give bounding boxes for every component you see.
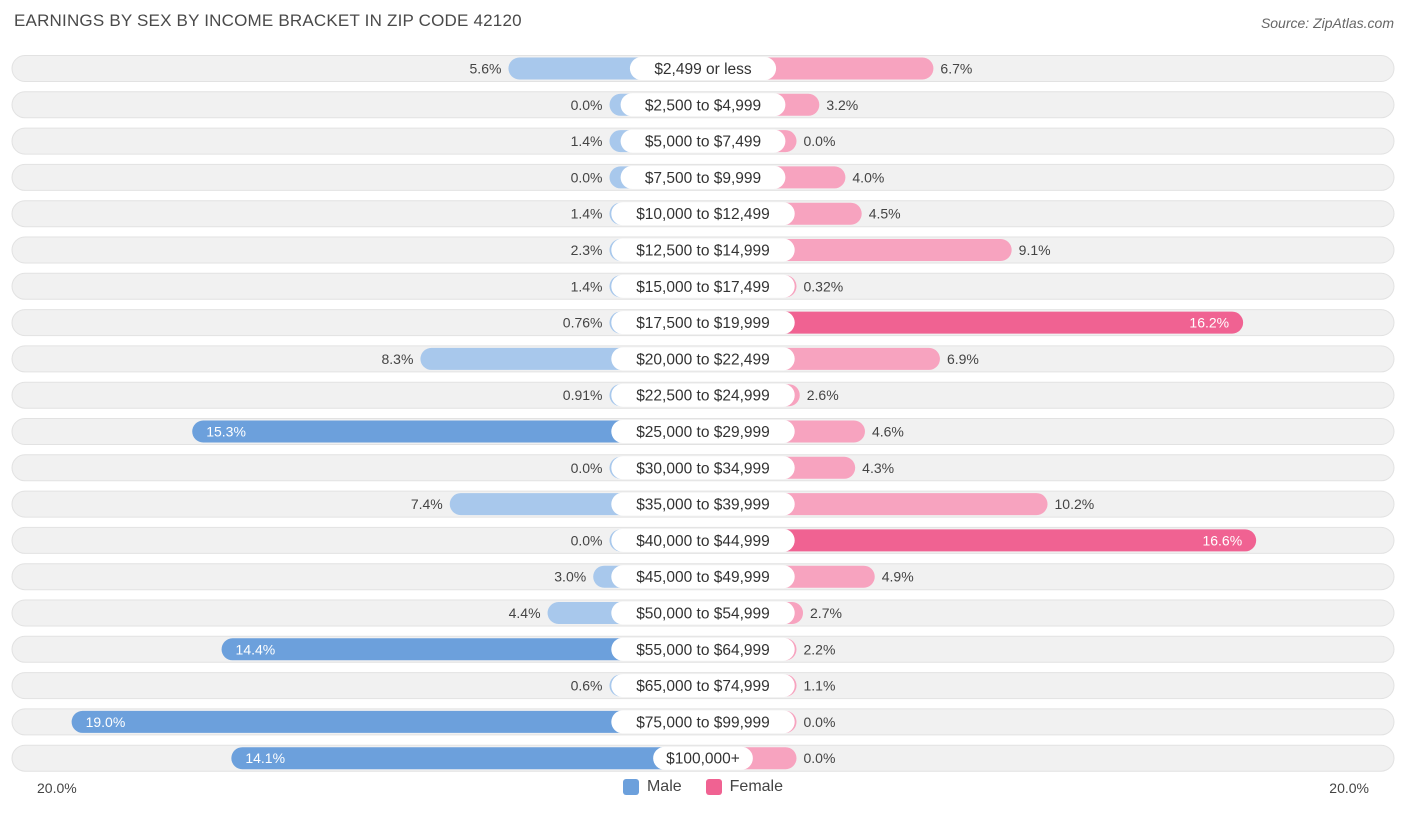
female-value-label: 4.9% (882, 569, 914, 585)
category-label: $35,000 to $39,999 (636, 497, 770, 514)
male-value-label: 15.3% (206, 424, 246, 440)
category-label: $12,500 to $14,999 (636, 243, 770, 260)
male-value-label: 1.4% (571, 206, 603, 222)
male-bar (192, 420, 703, 443)
category-label: $7,500 to $9,999 (645, 170, 761, 187)
female-value-label: 4.0% (852, 169, 884, 185)
category-label: $40,000 to $44,999 (636, 533, 770, 550)
category-label: $45,000 to $49,999 (636, 569, 770, 586)
category-pill (629, 57, 777, 80)
female-value-label: 0.0% (804, 133, 836, 149)
male-value-label: 0.91% (563, 387, 603, 403)
legend-item-female[interactable]: Female (705, 778, 784, 796)
category-pill (611, 347, 795, 371)
category-pill (611, 202, 795, 226)
male-bar (231, 747, 703, 770)
male-value-label: 0.0% (571, 532, 603, 548)
category-pill (611, 456, 795, 480)
female-value-label: 0.0% (804, 750, 836, 766)
male-value-label: 4.4% (509, 605, 541, 621)
female-value-label: 2.7% (810, 605, 842, 621)
category-pill (620, 165, 786, 189)
category-pill (611, 383, 795, 407)
male-value-label: 14.4% (236, 641, 276, 657)
category-label: $20,000 to $22,499 (636, 351, 770, 368)
male-bar (71, 710, 704, 733)
category-label: $17,500 to $19,999 (636, 315, 770, 332)
category-pill (611, 565, 795, 589)
category-label: $25,000 to $29,999 (636, 424, 770, 441)
female-value-label: 16.6% (1202, 532, 1242, 548)
male-value-label: 8.3% (381, 351, 413, 367)
category-label: $100,000+ (666, 751, 740, 768)
female-value-label: 3.2% (826, 97, 858, 113)
category-label: $30,000 to $34,999 (636, 460, 770, 477)
male-swatch-icon (622, 779, 639, 795)
source-label: Source: ZipAtlas.com (1260, 15, 1394, 31)
legend-female-label: Female (729, 778, 784, 795)
category-pill (611, 238, 795, 262)
male-value-label: 0.6% (571, 678, 603, 694)
category-pill (611, 637, 795, 661)
female-value-label: 0.32% (804, 278, 844, 294)
legend: Male Female (0, 778, 1406, 796)
female-value-label: 10.2% (1055, 496, 1095, 512)
category-pill (611, 528, 795, 552)
category-label: $2,500 to $4,999 (645, 97, 761, 114)
male-value-label: 0.0% (571, 460, 603, 476)
chart-title: EARNINGS BY SEX BY INCOME BRACKET IN ZIP… (14, 11, 522, 30)
male-value-label: 3.0% (554, 569, 586, 585)
male-value-label: 1.4% (571, 133, 603, 149)
male-value-label: 5.6% (470, 61, 502, 77)
female-bar (703, 529, 1257, 552)
category-label: $50,000 to $54,999 (636, 606, 770, 623)
male-value-label: 0.76% (563, 315, 603, 331)
category-pill (611, 674, 795, 698)
male-value-label: 0.0% (571, 97, 603, 113)
category-pill (611, 492, 795, 516)
male-value-label: 19.0% (86, 714, 126, 730)
male-value-label: 7.4% (411, 496, 443, 512)
legend-item-male[interactable]: Male (622, 778, 682, 796)
legend-male-label: Male (646, 778, 682, 795)
category-label: $22,500 to $24,999 (636, 388, 770, 405)
female-bar (703, 311, 1244, 334)
category-pill (611, 420, 795, 443)
male-value-label: 0.0% (571, 169, 603, 185)
female-swatch-icon (705, 779, 722, 795)
category-pill (653, 746, 753, 770)
category-pill (611, 601, 795, 625)
category-label: $65,000 to $74,999 (636, 678, 770, 695)
female-value-label: 1.1% (804, 678, 836, 694)
male-value-label: 14.1% (245, 750, 285, 766)
female-value-label: 0.0% (804, 714, 836, 730)
female-value-label: 4.5% (869, 206, 901, 222)
category-pill (611, 710, 795, 734)
category-label: $55,000 to $64,999 (636, 642, 770, 659)
axis-left-label: 20.0% (37, 780, 77, 796)
female-value-label: 6.9% (947, 351, 979, 367)
female-value-label: 2.2% (804, 641, 836, 657)
female-value-label: 4.3% (862, 460, 894, 476)
category-pill (620, 129, 786, 153)
female-value-label: 16.2% (1189, 315, 1229, 331)
female-value-label: 4.6% (872, 424, 904, 440)
category-pill (620, 93, 786, 117)
female-value-label: 9.1% (1019, 242, 1051, 258)
category-label: $2,499 or less (654, 61, 752, 78)
category-label: $5,000 to $7,499 (645, 134, 761, 151)
category-label: $15,000 to $17,499 (636, 279, 770, 296)
female-value-label: 2.6% (807, 387, 839, 403)
male-value-label: 1.4% (571, 278, 603, 294)
category-label: $75,000 to $99,999 (636, 714, 770, 731)
male-bar (221, 638, 703, 661)
female-value-label: 6.7% (940, 61, 972, 77)
axis-right-label: 20.0% (1329, 780, 1369, 796)
category-pill (611, 274, 795, 298)
category-pill (611, 311, 795, 335)
category-label: $10,000 to $12,499 (636, 206, 770, 223)
male-value-label: 2.3% (571, 242, 603, 258)
